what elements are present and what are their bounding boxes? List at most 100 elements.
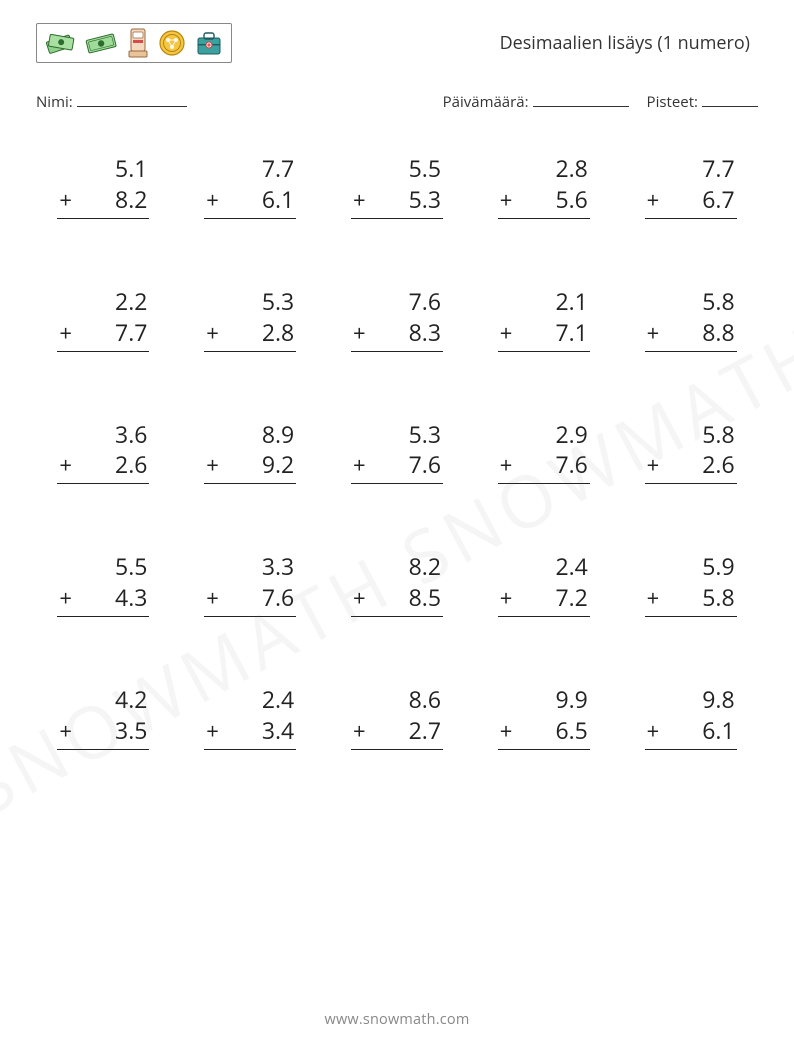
problem: 2.1 +7.1 <box>498 287 590 352</box>
addend-bottom-row: +8.8 <box>645 316 737 352</box>
addend-bottom: 5.3 <box>409 183 441 215</box>
addend-bottom: 7.6 <box>262 581 294 613</box>
addend-bottom: 5.8 <box>702 581 734 613</box>
operator: + <box>57 583 72 613</box>
problem: 2.9+7.6 <box>498 420 590 485</box>
addend-top: 5.8 <box>702 287 736 316</box>
addend-top: 5.5 <box>115 552 149 581</box>
operator: + <box>57 185 72 215</box>
operator: + <box>204 716 219 746</box>
addend-top: 9.8 <box>702 685 736 714</box>
addend-bottom-row: +2.8 <box>204 316 296 352</box>
addend-top: 5.3 <box>409 420 443 449</box>
briefcase-icon <box>193 27 225 59</box>
addend-bottom-row: +6.1 <box>645 714 737 750</box>
addend-bottom: 4.3 <box>115 581 147 613</box>
problem: 4.2+3.5 <box>57 685 149 750</box>
problem: 5.1+8.2 <box>57 154 149 219</box>
addend-bottom-row: +9.2 <box>204 448 296 484</box>
problem: 7.7+6.7 <box>645 154 737 219</box>
date-blank[interactable] <box>533 93 629 107</box>
addend-top: 5.5 <box>409 154 443 183</box>
problem: 5.5 +4.3 <box>57 552 149 617</box>
addend-top: 3.6 <box>115 420 149 449</box>
addend-bottom: 2.8 <box>262 316 294 348</box>
addend-top: 5.3 <box>262 287 296 316</box>
problem: 9.9+6.5 <box>498 685 590 750</box>
addend-bottom: 6.5 <box>555 714 587 746</box>
addend-bottom-row: +2.6 <box>645 448 737 484</box>
addend-bottom: 8.5 <box>409 581 441 613</box>
addend-bottom-row: +8.3 <box>351 316 443 352</box>
addend-bottom: 3.4 <box>262 714 294 746</box>
operator: + <box>204 318 219 348</box>
operator: + <box>57 318 72 348</box>
addend-bottom: 9.2 <box>262 448 294 480</box>
problem: 7.6+8.3 <box>351 287 443 352</box>
operator: + <box>645 583 660 613</box>
cash-stack-icon <box>43 28 77 58</box>
score-label: Pisteet: <box>647 92 698 112</box>
addend-bottom: 6.1 <box>702 714 734 746</box>
score-blank[interactable] <box>702 93 758 107</box>
operator: + <box>204 185 219 215</box>
addend-top: 8.2 <box>409 552 443 581</box>
addend-bottom-row: +3.5 <box>57 714 149 750</box>
addend-bottom-row: +3.4 <box>204 714 296 750</box>
operator: + <box>351 185 366 215</box>
problem: 5.3+7.6 <box>351 420 443 485</box>
problem: 3.3+7.6 <box>204 552 296 617</box>
operator: + <box>351 583 366 613</box>
problem: 8.9+9.2 <box>204 420 296 485</box>
card-reader-icon <box>125 26 151 60</box>
problem: 5.9 +5.8 <box>645 552 737 617</box>
banknote-icon <box>83 28 119 58</box>
addend-bottom-row: +5.3 <box>351 183 443 219</box>
addend-bottom: 8.8 <box>702 316 734 348</box>
addend-top: 7.6 <box>409 287 443 316</box>
problem: 8.6+2.7 <box>351 685 443 750</box>
addend-bottom-row: +7.7 <box>57 316 149 352</box>
addend-bottom-row: +7.6 <box>204 581 296 617</box>
addend-bottom: 7.1 <box>555 316 587 348</box>
addend-bottom: 6.1 <box>262 183 294 215</box>
addend-bottom-row: +6.5 <box>498 714 590 750</box>
operator: + <box>645 450 660 480</box>
addend-bottom: 7.7 <box>115 316 147 348</box>
addend-bottom: 2.6 <box>702 448 734 480</box>
addend-top: 5.9 <box>702 552 736 581</box>
addend-bottom-row: +2.6 <box>57 448 149 484</box>
addend-bottom-row: +6.1 <box>204 183 296 219</box>
addend-top: 4.2 <box>115 685 149 714</box>
addend-bottom-row: +2.7 <box>351 714 443 750</box>
addend-top: 7.7 <box>702 154 736 183</box>
addend-bottom: 2.6 <box>115 448 147 480</box>
problem: 2.2+7.7 <box>57 287 149 352</box>
operator: + <box>498 716 513 746</box>
operator: + <box>645 318 660 348</box>
coin-icon <box>157 28 187 58</box>
operator: + <box>645 716 660 746</box>
addend-bottom: 7.2 <box>555 581 587 613</box>
addend-top: 2.2 <box>115 287 149 316</box>
addend-bottom-row: +8.2 <box>57 183 149 219</box>
addend-top: 8.9 <box>262 420 296 449</box>
date-label: Päivämäärä: <box>443 92 529 112</box>
operator: + <box>645 185 660 215</box>
footer-url: www.snowmath.com <box>0 1010 794 1029</box>
operator: + <box>498 318 513 348</box>
operator: + <box>57 450 72 480</box>
addend-bottom: 7.6 <box>409 448 441 480</box>
operator: + <box>498 185 513 215</box>
name-label: Nimi: <box>36 92 73 112</box>
addend-top: 2.1 <box>555 287 589 316</box>
problem: 2.4+3.4 <box>204 685 296 750</box>
operator: + <box>204 450 219 480</box>
addend-bottom-row: +7.6 <box>498 448 590 484</box>
name-blank[interactable] <box>77 93 187 107</box>
info-row: Nimi: Päivämäärä: Pisteet: <box>36 92 758 112</box>
operator: + <box>498 450 513 480</box>
addend-top: 2.9 <box>555 420 589 449</box>
operator: + <box>204 583 219 613</box>
addend-bottom: 5.6 <box>555 183 587 215</box>
